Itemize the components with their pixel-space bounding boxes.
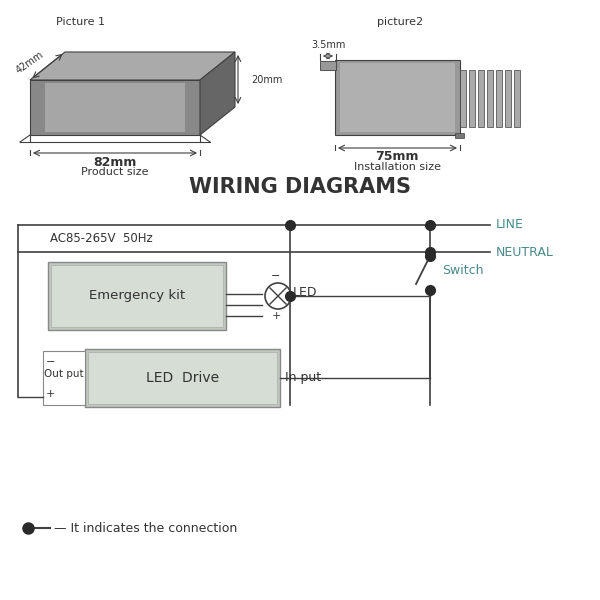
Polygon shape [30, 52, 235, 80]
FancyBboxPatch shape [469, 70, 475, 127]
Text: +: + [271, 311, 281, 321]
Text: Product size: Product size [81, 167, 149, 177]
Circle shape [265, 283, 291, 309]
FancyBboxPatch shape [51, 265, 223, 327]
Text: Emergency kit: Emergency kit [89, 289, 185, 302]
Text: −: − [271, 271, 281, 281]
Text: 42mm: 42mm [14, 50, 46, 76]
Polygon shape [200, 52, 235, 135]
FancyBboxPatch shape [48, 262, 226, 330]
Text: AC85-265V  50Hz: AC85-265V 50Hz [50, 232, 153, 245]
FancyBboxPatch shape [88, 352, 277, 404]
Text: Switch: Switch [442, 265, 484, 277]
FancyBboxPatch shape [320, 61, 336, 70]
Text: — It indicates the connection: — It indicates the connection [54, 521, 237, 535]
Polygon shape [45, 83, 185, 132]
Text: LINE: LINE [496, 218, 524, 232]
Text: 3.5mm: 3.5mm [311, 40, 345, 50]
FancyBboxPatch shape [340, 63, 455, 132]
Text: LED: LED [293, 286, 317, 299]
Text: WIRING DIAGRAMS: WIRING DIAGRAMS [189, 177, 411, 197]
Text: picture2: picture2 [377, 17, 423, 27]
FancyBboxPatch shape [496, 70, 502, 127]
Polygon shape [30, 80, 200, 135]
Text: Picture 1: Picture 1 [56, 17, 104, 27]
Text: 75mm: 75mm [375, 151, 419, 163]
Text: NEUTRAL: NEUTRAL [496, 245, 554, 259]
FancyBboxPatch shape [505, 70, 511, 127]
FancyBboxPatch shape [478, 70, 484, 127]
FancyBboxPatch shape [487, 70, 493, 127]
Text: Installation size: Installation size [353, 162, 440, 172]
Text: In put: In put [285, 371, 321, 385]
FancyBboxPatch shape [460, 70, 466, 127]
FancyBboxPatch shape [335, 60, 460, 135]
Text: Out put: Out put [44, 369, 84, 379]
Text: 20mm: 20mm [251, 75, 283, 85]
FancyBboxPatch shape [85, 349, 280, 407]
Text: −: − [46, 357, 55, 367]
FancyBboxPatch shape [43, 351, 85, 405]
Text: 82mm: 82mm [94, 155, 137, 169]
Text: +: + [46, 389, 55, 399]
FancyBboxPatch shape [514, 70, 520, 127]
FancyBboxPatch shape [455, 133, 464, 138]
Text: LED  Drive: LED Drive [146, 371, 219, 385]
